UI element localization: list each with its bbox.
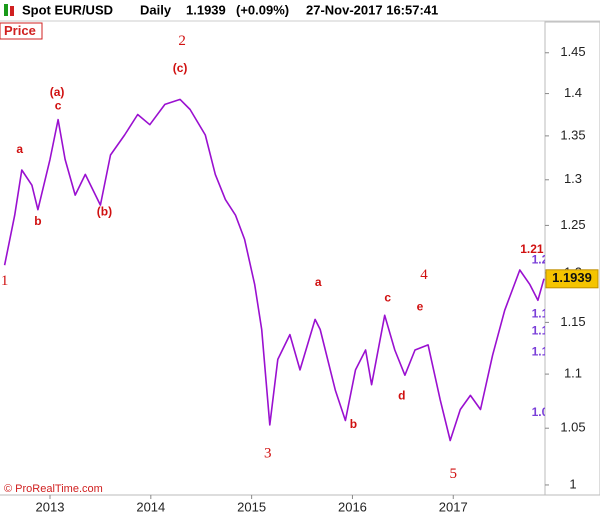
wave-label: (a)	[50, 85, 65, 99]
wave-label: 1.1	[532, 324, 549, 338]
y-tick-label: 1.3	[564, 171, 582, 186]
wave-label: (c)	[173, 61, 188, 75]
wave-label: 1.1	[532, 306, 549, 320]
y-tick-label: 1.35	[560, 127, 585, 142]
price-line	[3, 98, 545, 442]
last-price-label: 1.1939	[552, 270, 592, 285]
wave-label: a	[315, 275, 322, 289]
icon	[10, 6, 14, 16]
wave-label: a	[16, 142, 23, 156]
wave-label: 1.2	[532, 253, 549, 267]
credit: © ProRealTime.com	[4, 483, 103, 495]
y-tick-label: 1.1	[564, 366, 582, 381]
wave-label: 1.1	[532, 344, 549, 358]
wave-label: (b)	[97, 205, 112, 219]
wave-label: e	[417, 299, 424, 313]
last-price: 1.1939	[186, 2, 226, 17]
wave-label: 3	[264, 445, 272, 461]
wave-label: 1.21	[520, 242, 544, 256]
x-tick-label: 2016	[338, 499, 367, 514]
panel-label-box	[0, 22, 43, 40]
wave-label: 5	[450, 466, 458, 482]
y-tick-label: 1	[569, 476, 576, 491]
x-tick-label: 2013	[36, 499, 65, 514]
x-tick-label: 2015	[237, 499, 266, 514]
y-tick-label: 1.05	[560, 420, 585, 435]
icon	[4, 4, 8, 16]
instrument: Spot EUR/USD	[22, 2, 113, 17]
panel-label: Price	[4, 23, 36, 38]
wave-label: b	[350, 417, 357, 431]
y-tick-label: 1.25	[560, 217, 585, 232]
wave-label: 1.0	[532, 405, 549, 419]
price-axis-panel	[544, 21, 600, 496]
wave-label: d	[398, 389, 405, 403]
wave-label: 4	[420, 267, 428, 283]
wave-label: b	[34, 214, 41, 228]
wave-label: 2	[178, 33, 186, 49]
period: Daily	[140, 2, 172, 17]
change: (+0.09%)	[236, 2, 289, 17]
plot: 1ab(a)c(b)2(c)3abc4ed51.211.21.11.11.11.…	[1, 33, 549, 482]
wave-label: c	[55, 98, 62, 112]
x-tick-label: 2014	[136, 499, 165, 514]
y-tick-label: 1.4	[564, 85, 582, 100]
last-price-box	[545, 269, 599, 289]
x-tick-label: 2017	[439, 499, 468, 514]
wave-label: c	[384, 291, 391, 305]
y-tick-label: 1.15	[560, 314, 585, 329]
header: Spot EUR/USD Daily 1.1939 (+0.09%) 27-No…	[4, 2, 438, 17]
wave-label: 1	[1, 273, 9, 289]
timestamp: 27-Nov-2017 16:57:41	[306, 2, 438, 17]
y-tick-label: 1.45	[560, 44, 585, 59]
